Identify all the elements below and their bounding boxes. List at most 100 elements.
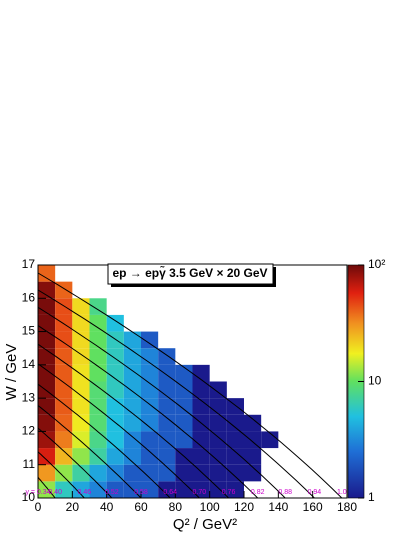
y-line	[37, 427, 113, 499]
x-tick-label: 160	[303, 500, 323, 514]
y-tick-label: 16	[22, 290, 36, 304]
heat-cell	[226, 431, 244, 449]
heat-cell	[158, 381, 176, 399]
heat-cell	[106, 398, 124, 415]
y-line	[37, 289, 315, 499]
heat-cell	[38, 364, 56, 382]
heat-cell	[192, 481, 210, 498]
heat-cell	[141, 364, 159, 382]
heat-cell	[89, 298, 107, 315]
heat-cell	[141, 381, 159, 399]
z-tick-label: 1	[368, 490, 375, 504]
heat-cell	[141, 464, 159, 482]
y-line-label: 0.64	[163, 489, 177, 496]
heat-cell	[123, 431, 141, 449]
heat-cell	[55, 381, 73, 399]
heat-cell	[123, 448, 141, 465]
heat-cell	[123, 398, 141, 415]
heat-cell	[38, 298, 56, 315]
heat-cell	[72, 448, 90, 465]
heat-cell	[106, 348, 124, 365]
heat-cell	[158, 448, 176, 465]
heat-cell	[175, 381, 193, 399]
y-line	[37, 477, 56, 499]
x-axis-title: Q² / GeV²	[173, 516, 237, 533]
y-line-label: 0.88	[278, 489, 292, 496]
heat-cell	[55, 348, 73, 365]
heat-cell	[209, 431, 227, 449]
y-line-label: y = 0.34	[25, 489, 50, 496]
heat-cell	[106, 448, 124, 465]
heat-cell	[89, 381, 107, 399]
heat-cell	[55, 281, 73, 299]
heat-cell	[55, 448, 73, 465]
heat-cell	[226, 448, 244, 465]
heat-cell	[192, 398, 210, 415]
heat-cell	[72, 464, 90, 482]
y-line	[37, 451, 85, 499]
heat-cell	[72, 431, 90, 449]
y-line-label: 0.70	[193, 489, 207, 496]
heat-cell	[38, 448, 56, 465]
heat-cell	[192, 448, 210, 465]
heat-cell	[38, 281, 56, 299]
heat-cell	[89, 331, 107, 349]
heat-cell	[209, 481, 227, 498]
heat-cell	[72, 331, 90, 349]
heat-cell	[55, 331, 73, 349]
heat-cell	[209, 414, 227, 432]
y-line-label: 0.58	[134, 489, 148, 496]
heat-cell	[55, 364, 73, 382]
x-tick-label: 60	[134, 500, 148, 514]
heat-cell	[123, 348, 141, 365]
heat-cell	[89, 364, 107, 382]
y-tick-label: 17	[22, 257, 36, 271]
heat-cell	[106, 364, 124, 382]
heat-cell	[38, 331, 56, 349]
heat-cell	[141, 348, 159, 365]
x-tick-label: 80	[169, 500, 183, 514]
y-line	[37, 306, 286, 499]
heat-cell	[226, 464, 244, 482]
heat-cell	[175, 481, 193, 498]
heat-cell	[123, 331, 141, 349]
y-tick-label: 11	[23, 457, 36, 471]
heat-cell	[106, 381, 124, 399]
heat-cell	[123, 414, 141, 432]
heat-cell	[38, 481, 56, 498]
heat-cell	[158, 481, 176, 498]
heat-cell	[72, 348, 90, 365]
heat-cell	[158, 398, 176, 415]
x-tick-label: 180	[337, 500, 357, 514]
y-lines	[37, 272, 343, 499]
heat-cell	[141, 481, 159, 498]
heat-cell	[55, 298, 73, 315]
heat-cell	[38, 314, 56, 332]
heat-cell	[226, 414, 244, 432]
x-tick-label: 100	[200, 500, 220, 514]
y-line-label: 0.52	[105, 489, 119, 496]
heat-cell	[89, 314, 107, 332]
heat-cell	[55, 398, 73, 415]
title-box	[107, 263, 274, 285]
heat-cell	[38, 348, 56, 365]
y-line	[37, 343, 229, 499]
y-line	[37, 325, 259, 499]
heat-cell	[123, 464, 141, 482]
heat-cell	[89, 431, 107, 449]
heat-cell	[244, 414, 262, 432]
y-line	[37, 405, 142, 499]
z-tick-label: 10²	[368, 257, 385, 271]
heat-cell	[89, 398, 107, 415]
heat-cell	[72, 398, 90, 415]
x-tick-label: 20	[66, 500, 80, 514]
y-line	[37, 383, 171, 499]
heat-cell	[226, 481, 244, 498]
heat-cell	[38, 265, 56, 282]
heat-cell	[175, 431, 193, 449]
x-tick-label: 40	[100, 500, 114, 514]
heatmap	[38, 265, 279, 498]
heat-cell	[72, 298, 90, 315]
heat-cell	[261, 431, 279, 449]
